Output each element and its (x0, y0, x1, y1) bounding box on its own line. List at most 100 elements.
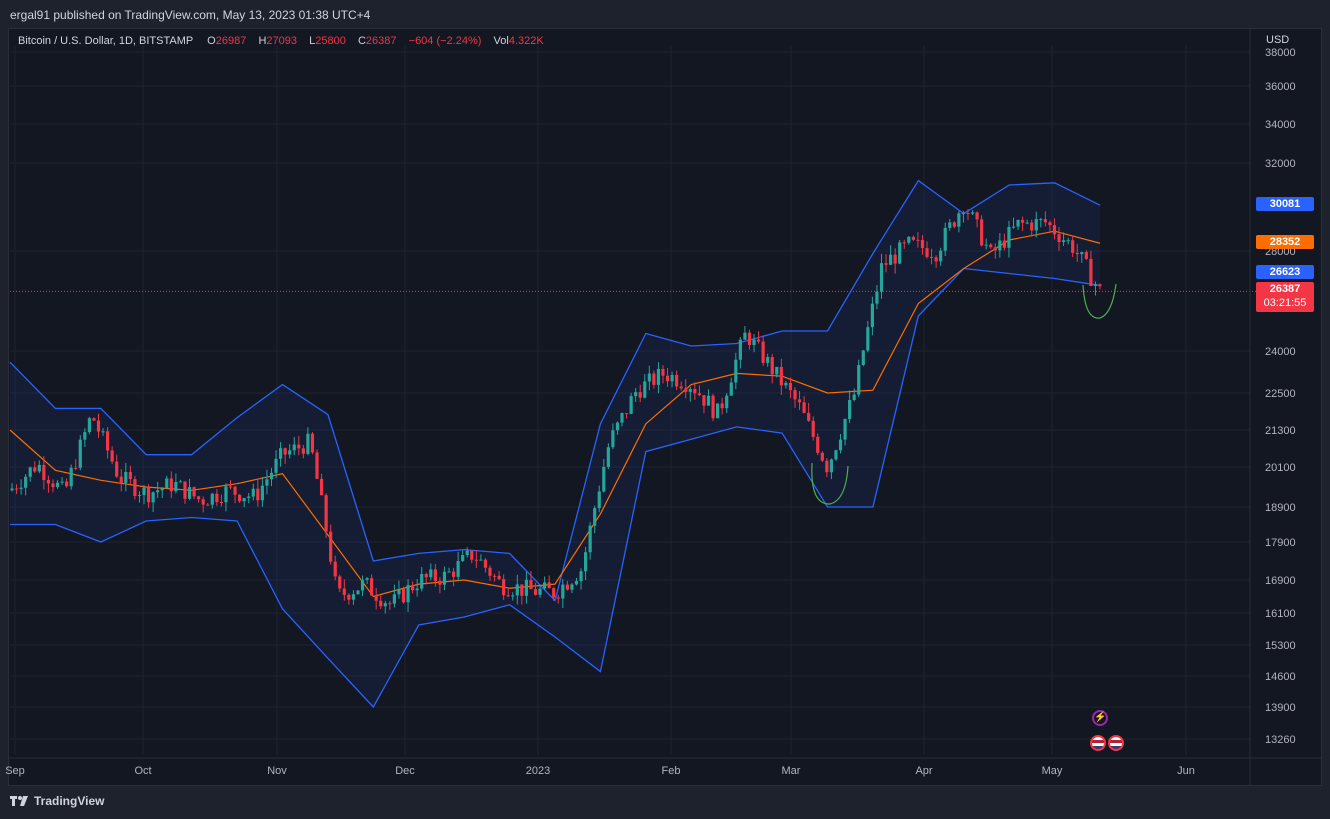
candle-body (738, 339, 742, 360)
candle-body (87, 418, 91, 433)
footer (0, 788, 1330, 819)
candle-body (429, 569, 433, 578)
legend-volume-value: 4.322K (508, 35, 544, 47)
candle-body (1057, 234, 1061, 243)
candle-body (656, 368, 661, 385)
candle-body (520, 584, 524, 596)
candle-body (479, 559, 483, 561)
candle-body (424, 573, 428, 578)
candle-body (315, 452, 319, 479)
candle-body (242, 498, 246, 502)
candle-body (183, 481, 187, 499)
candle-body (224, 486, 228, 503)
candle-body (151, 492, 155, 503)
candle-body (374, 595, 378, 601)
candle-body (14, 488, 19, 490)
candle-body (465, 550, 469, 556)
candle-body (720, 403, 724, 409)
candle-body (456, 561, 460, 577)
candle-body (160, 488, 164, 491)
candle-body (474, 559, 478, 561)
candle-body (37, 464, 41, 472)
candle-body (643, 381, 647, 398)
candle-body (866, 327, 870, 351)
candle-body (934, 257, 938, 262)
time-axis-tick: Oct (134, 765, 151, 777)
candle-body (506, 595, 510, 597)
candle-body (811, 420, 815, 437)
candle-body (247, 496, 251, 499)
candle-body (593, 508, 597, 526)
us-flag-icon[interactable] (1090, 735, 1106, 751)
candle-body (511, 595, 515, 597)
symbol-legend: Bitcoin / U.S. Dollar, 1D, BITSTAMP O269… (18, 35, 544, 47)
candle-body (916, 239, 920, 241)
candle-body (793, 390, 797, 400)
candle-body (634, 392, 638, 397)
price-axis-tick: 17900 (1265, 537, 1296, 549)
candle-body (119, 476, 123, 483)
time-axis-tick: 2023 (526, 765, 550, 777)
candle-body (574, 581, 579, 585)
lightning-icon[interactable]: ⚡ (1092, 710, 1108, 726)
candle-body (920, 240, 925, 249)
candle-body (78, 439, 82, 468)
tradingview-logo[interactable]: TradingView (10, 794, 104, 808)
candle-body (1080, 252, 1084, 255)
candle-body (925, 248, 929, 257)
candle-body (970, 212, 975, 214)
candle-body (274, 458, 278, 473)
candle-body (888, 254, 893, 265)
candle-body (816, 436, 820, 453)
us-flag-icon[interactable] (1108, 735, 1124, 751)
bollinger-lower-line (10, 267, 1101, 709)
candle-body (411, 585, 415, 591)
candle-body (251, 488, 255, 497)
candle-body (461, 555, 465, 562)
candle-body (42, 464, 46, 480)
candle-body (647, 373, 651, 382)
candle-body (319, 478, 324, 496)
legend-low-label: L (309, 35, 316, 47)
candle-body (538, 588, 542, 595)
time-axis-tick: Sep (5, 765, 25, 777)
candle-body (1089, 258, 1093, 286)
candle-body (1039, 219, 1043, 221)
price-axis-tick: 16900 (1265, 575, 1296, 587)
candle-body (716, 403, 720, 419)
candle-body (561, 584, 565, 599)
candle-body (379, 600, 383, 607)
currency-label[interactable]: USD (1266, 34, 1290, 46)
candle-body (51, 483, 55, 488)
candle-body (756, 339, 761, 342)
legend-open-value: 26987 (215, 35, 247, 47)
candle-body (370, 578, 374, 596)
candle-body (861, 350, 865, 365)
candle-body (784, 382, 788, 386)
candle-body (347, 594, 351, 600)
candle-body (515, 584, 519, 596)
candle-body (857, 364, 861, 395)
candle-body (265, 479, 269, 486)
candle-body (980, 219, 984, 246)
legend-close-value: 26387 (365, 35, 397, 47)
candle-body (415, 588, 419, 591)
candle-body (556, 597, 560, 599)
candle-body (356, 590, 360, 595)
tradingview-logo-icon (10, 796, 28, 806)
candle-body (197, 496, 201, 500)
candle-body (447, 571, 451, 573)
candle-body (288, 450, 292, 455)
candle-body (278, 448, 283, 459)
candle-body (105, 431, 110, 451)
candle-body (797, 399, 802, 403)
legend-volume-label: Vol (493, 35, 509, 47)
candle-body (565, 584, 569, 590)
candle-body (898, 242, 902, 264)
candle-body (219, 501, 224, 503)
candle-body (1061, 240, 1066, 243)
price-axis-tick: 13900 (1265, 702, 1296, 714)
candle-body (74, 467, 78, 469)
price-axis-tick: 34000 (1265, 119, 1296, 131)
